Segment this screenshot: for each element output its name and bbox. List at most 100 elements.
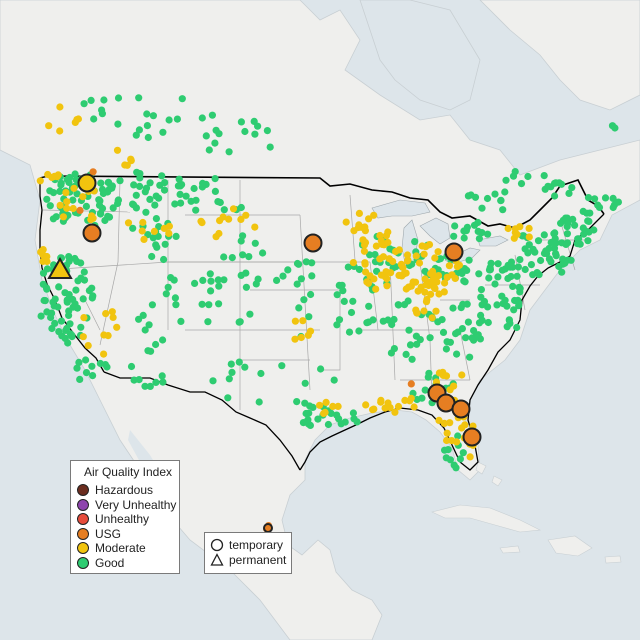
moderate-dot: [69, 204, 77, 213]
good-dot: [580, 230, 588, 238]
good-dot: [421, 386, 429, 394]
good-dot: [314, 415, 322, 423]
moderate-dot: [383, 275, 391, 283]
permanent-monitor-marker[interactable]: [47, 257, 73, 279]
moderate-dot: [70, 184, 78, 192]
good-dot: [516, 284, 524, 292]
temporary-monitor-marker[interactable]: [444, 242, 464, 262]
good-dot: [215, 130, 223, 138]
good-dot: [384, 316, 392, 324]
moderate-dot: [413, 309, 421, 317]
good-dot: [509, 282, 517, 290]
good-dot: [127, 362, 136, 371]
good-dot: [491, 190, 499, 198]
good-dot: [273, 276, 281, 284]
moderate-dot: [453, 438, 461, 446]
good-dot: [182, 192, 190, 200]
good-dot: [58, 332, 66, 340]
moderate-dot: [225, 215, 233, 223]
good-dot: [158, 172, 166, 180]
good-dot: [295, 304, 303, 312]
good-dot: [159, 336, 167, 344]
good-dot: [527, 261, 536, 269]
temporary-monitor-marker[interactable]: [263, 523, 273, 533]
good-dot: [569, 215, 577, 223]
greenland: [479, 0, 640, 111]
good-dot: [327, 409, 335, 417]
good-dot: [161, 240, 169, 248]
good-dot: [41, 297, 49, 305]
good-dot: [239, 251, 247, 259]
good-dot: [439, 328, 448, 336]
moderate-dot: [414, 287, 422, 295]
good-dot: [552, 252, 560, 260]
good-dot: [211, 187, 219, 195]
moderate-dot: [322, 398, 330, 406]
moderate-dot: [382, 268, 390, 276]
moderate-dot: [378, 240, 386, 248]
moderate-dot: [39, 257, 47, 265]
good-dot: [143, 122, 151, 130]
temporary-monitor-marker[interactable]: [82, 223, 102, 243]
moderate-dot: [56, 201, 64, 209]
good-dot: [237, 271, 245, 279]
good-dot: [438, 316, 446, 324]
good-dot: [46, 202, 54, 210]
moderate-dot: [316, 401, 324, 409]
triangle-icon: [210, 552, 224, 566]
good-dot: [207, 277, 215, 285]
good-dot: [246, 310, 254, 318]
good-dot: [69, 295, 77, 304]
good-dot: [227, 360, 235, 368]
moderate-dot: [412, 252, 420, 260]
moderate-dot: [79, 193, 87, 201]
good-dot: [517, 180, 526, 188]
good-dot: [211, 139, 219, 147]
moderate-dot: [403, 251, 412, 259]
hispaniola: [547, 535, 593, 557]
moderate-dot: [361, 239, 370, 247]
good-dot: [175, 175, 183, 183]
good-dot: [474, 218, 482, 227]
good-dot: [355, 327, 363, 335]
good-dot: [478, 316, 486, 324]
good-dot: [105, 213, 114, 221]
good-dot: [524, 172, 532, 181]
good-dot: [49, 215, 58, 223]
good-dot: [251, 239, 259, 247]
good-dot: [390, 315, 398, 324]
good-dot: [71, 170, 79, 178]
aqi-legend-label: Unhealthy: [95, 512, 150, 527]
moderate-dot: [127, 155, 135, 163]
good-dot: [426, 334, 434, 342]
good-dot: [132, 131, 140, 139]
temporary-monitor-marker[interactable]: [77, 173, 97, 193]
good-dot: [263, 127, 271, 135]
temporary-monitor-marker[interactable]: [303, 233, 323, 253]
good-dot: [411, 238, 419, 246]
good-dot: [97, 209, 105, 217]
good-dot: [349, 297, 357, 305]
good-dot: [205, 146, 213, 154]
good-dot: [75, 358, 83, 366]
good-dot: [355, 265, 363, 274]
moderate-dot: [342, 218, 350, 226]
moderate-dot: [329, 402, 337, 410]
good-dot: [405, 326, 413, 334]
moderate-dot: [384, 238, 392, 247]
good-dot: [333, 291, 341, 299]
jamaica: [499, 545, 521, 554]
temporary-monitor-marker[interactable]: [451, 399, 471, 419]
good-dot: [99, 189, 107, 198]
good-dot: [299, 419, 307, 427]
moderate-dot: [442, 372, 451, 380]
temporary-monitor-marker[interactable]: [462, 427, 482, 447]
moderate-dot: [376, 231, 384, 240]
good-dot: [198, 114, 206, 122]
legend-swatch-icon: [77, 498, 89, 511]
moderate-dot: [139, 218, 147, 227]
moderate-dot: [372, 242, 380, 250]
good-dot: [136, 170, 144, 178]
good-dot: [418, 394, 426, 402]
good-dot: [57, 317, 66, 325]
